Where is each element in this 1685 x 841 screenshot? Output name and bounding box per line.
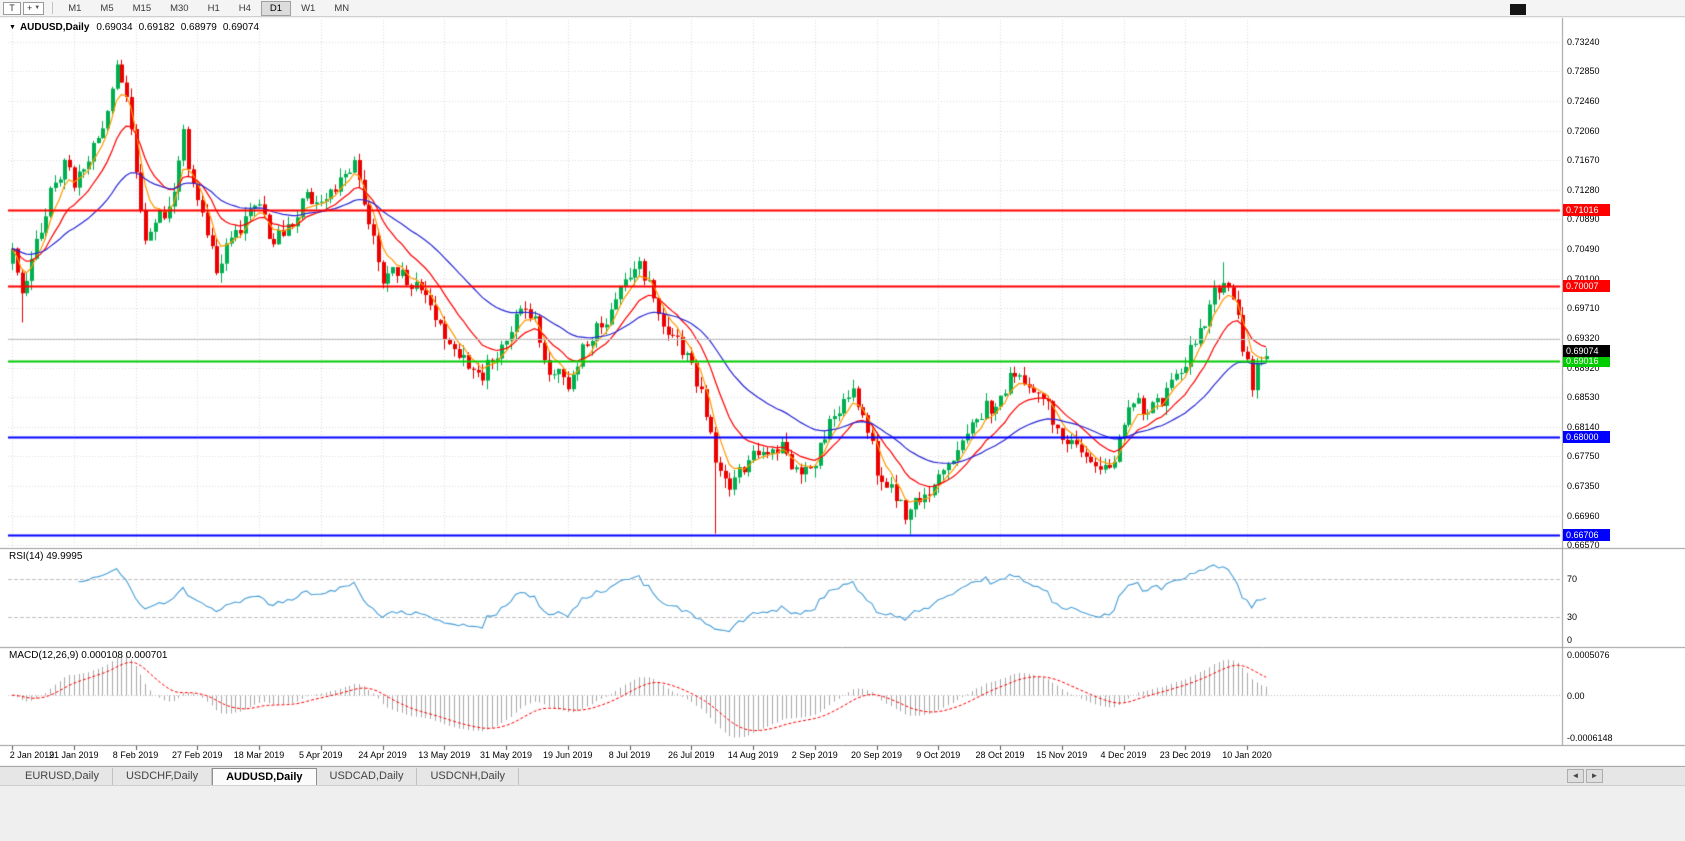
timeframe-button-h4[interactable]: H4 xyxy=(238,2,251,14)
tab-audusd-daily[interactable]: AUDUSD,Daily xyxy=(212,768,317,785)
ohlc-high: 0.69182 xyxy=(138,22,175,33)
ohlc-open: 0.69034 xyxy=(96,22,133,33)
crosshair-icon: + xyxy=(27,2,33,13)
symbol-label: AUDUSD,Daily xyxy=(19,22,90,33)
macd-header: MACD(12,26,9) 0.000108 0.000701 xyxy=(9,650,168,661)
cursor-tool-button[interactable]: T xyxy=(3,1,21,15)
toolbar: T + ▼ M1 M5 M15 M30 H1 H4 D1 W1 MN xyxy=(0,0,1685,17)
tab-usdcad-daily[interactable]: USDCAD,Daily xyxy=(317,768,418,785)
ohlc-close: 0.69074 xyxy=(222,22,260,33)
toolbar-separator xyxy=(52,2,54,14)
timeframe-button-d1[interactable]: D1 xyxy=(260,0,292,16)
timeframe-button-h1[interactable]: H1 xyxy=(207,2,220,14)
timeframe-group: M1 M5 M15 M30 H1 H4 D1 W1 MN xyxy=(59,0,358,16)
tab-usdcnh-daily[interactable]: USDCNH,Daily xyxy=(417,768,520,785)
tab-usdchf-daily[interactable]: USDCHF,Daily xyxy=(113,768,213,785)
timeframe-button-m30[interactable]: M30 xyxy=(170,2,189,14)
rsi-header: RSI(14) 49.9995 xyxy=(9,551,83,562)
timeframe-button-m1[interactable]: M1 xyxy=(68,2,82,14)
status-bar xyxy=(0,785,1685,841)
chart-title: ▼ AUDUSD,Daily 0.69034 0.69182 0.68979 0… xyxy=(9,22,265,33)
chevron-down-icon: ▼ xyxy=(34,4,41,11)
ohlc-low: 0.68979 xyxy=(180,22,217,33)
timeframe-button-w1[interactable]: W1 xyxy=(301,2,316,14)
one-click-trading-toggle-icon[interactable]: ▼ xyxy=(9,24,16,31)
timeframe-button-mn[interactable]: MN xyxy=(334,2,350,14)
chart-tabs: EURUSD,Daily USDCHF,Daily AUDUSD,Daily USDC… xyxy=(0,767,520,785)
price-chart-canvas[interactable] xyxy=(0,0,1685,766)
timeframe-button-m15[interactable]: M15 xyxy=(132,2,152,14)
crosshair-tool-button[interactable]: + ▼ xyxy=(23,1,45,15)
tab-scroll-group: ◄ ► xyxy=(1567,769,1685,785)
tab-scroll-left-button[interactable]: ◄ xyxy=(1567,769,1584,783)
chart-shift-marker[interactable] xyxy=(1510,4,1526,15)
chart-tab-bar: EURUSD,Daily USDCHF,Daily AUDUSD,Daily USDC… xyxy=(0,766,1685,785)
tab-scroll-right-button[interactable]: ► xyxy=(1586,769,1603,783)
timeframe-button-m5[interactable]: M5 xyxy=(100,2,114,14)
tab-eurusd-daily[interactable]: EURUSD,Daily xyxy=(12,768,113,785)
